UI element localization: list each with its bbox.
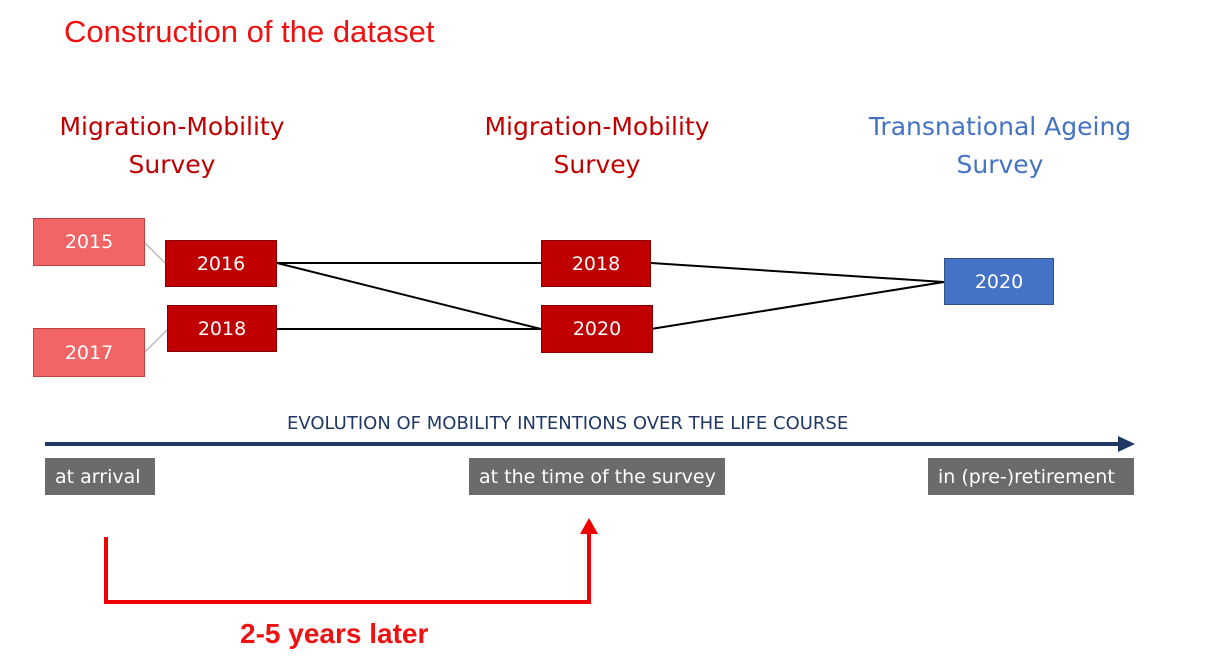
connector-2018-tas [650,262,945,283]
survey-label-left: Migration-Mobility Survey [52,108,292,184]
box-wave-2016: 2016 [165,240,277,287]
box-wave-2018-middle: 2018 [541,240,651,287]
timeline-arrowhead [1118,436,1135,452]
survey-label-middle-line1: Migration-Mobility [484,112,710,141]
box-arrival-2015: 2015 [33,218,145,266]
survey-label-middle: Migration-Mobility Survey [477,108,717,184]
survey-label-middle-line2: Survey [553,150,641,179]
connector-2016-2020 [276,262,542,330]
connector-2020-tas [650,281,945,330]
interval-label: 2-5 years later [240,618,429,649]
timeline-label: EVOLUTION OF MOBILITY INTENTIONS OVER TH… [287,413,849,434]
box-arrival-2017: 2017 [33,328,145,377]
box-tas-2020: 2020 [944,258,1054,305]
stage-pre-retirement: in (pre-)retirement [928,458,1134,495]
box-wave-2018-left: 2018 [167,305,277,352]
survey-label-left-line1: Migration-Mobility [59,112,285,141]
survey-label-right-line2: Survey [956,150,1044,179]
survey-label-right: Transnational Ageing Survey [864,108,1136,184]
stage-at-arrival: at arrival [45,458,155,495]
box-wave-2020-middle: 2020 [541,305,653,353]
stage-time-of-survey: at the time of the survey [469,458,725,495]
survey-label-left-line2: Survey [128,150,216,179]
connector-2015-2016 [144,242,166,264]
connector-2017-2018 [144,329,168,353]
page-title: Construction of the dataset [64,14,435,49]
survey-label-right-line1: Transnational Ageing [868,112,1132,141]
interval-bracket [104,532,591,604]
interval-arrowhead [580,518,598,534]
